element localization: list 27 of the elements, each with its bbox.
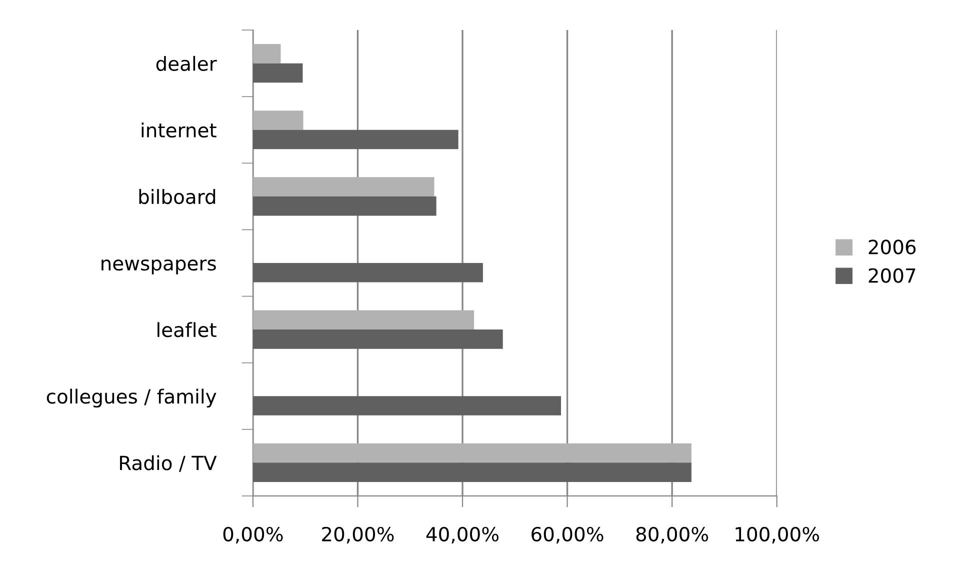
bar [252,177,434,196]
bar [252,262,483,282]
bar [252,44,281,64]
bar [252,196,436,216]
x-tick-label: 20,00% [322,526,394,544]
y-tick-label: Radio / TV [120,455,217,472]
bar [252,63,303,83]
bar [252,110,304,130]
bar [252,130,458,150]
bar [252,310,474,330]
y-tick-label: newspapers [102,259,216,274]
legend-label: 2006 [868,240,916,254]
bar [252,330,503,349]
y-tick-label: dealer [156,56,217,71]
x-tick-label: 0,00% [223,526,283,544]
y-tick-label: internet [142,122,216,138]
y-tick-label: collegues / family [46,388,216,408]
y-tick-label: leaflet [158,322,216,338]
bar [252,443,692,463]
legend-label: 2007 [868,268,916,283]
x-tick-label: 40,00% [426,526,499,544]
y-tick-label: bilboard [139,189,216,204]
bar [252,462,692,482]
x-tick-label: 100,00% [736,526,820,544]
x-tick-label: 60,00% [532,526,604,544]
bar [252,396,562,416]
x-tick-label: 80,00% [636,526,708,544]
